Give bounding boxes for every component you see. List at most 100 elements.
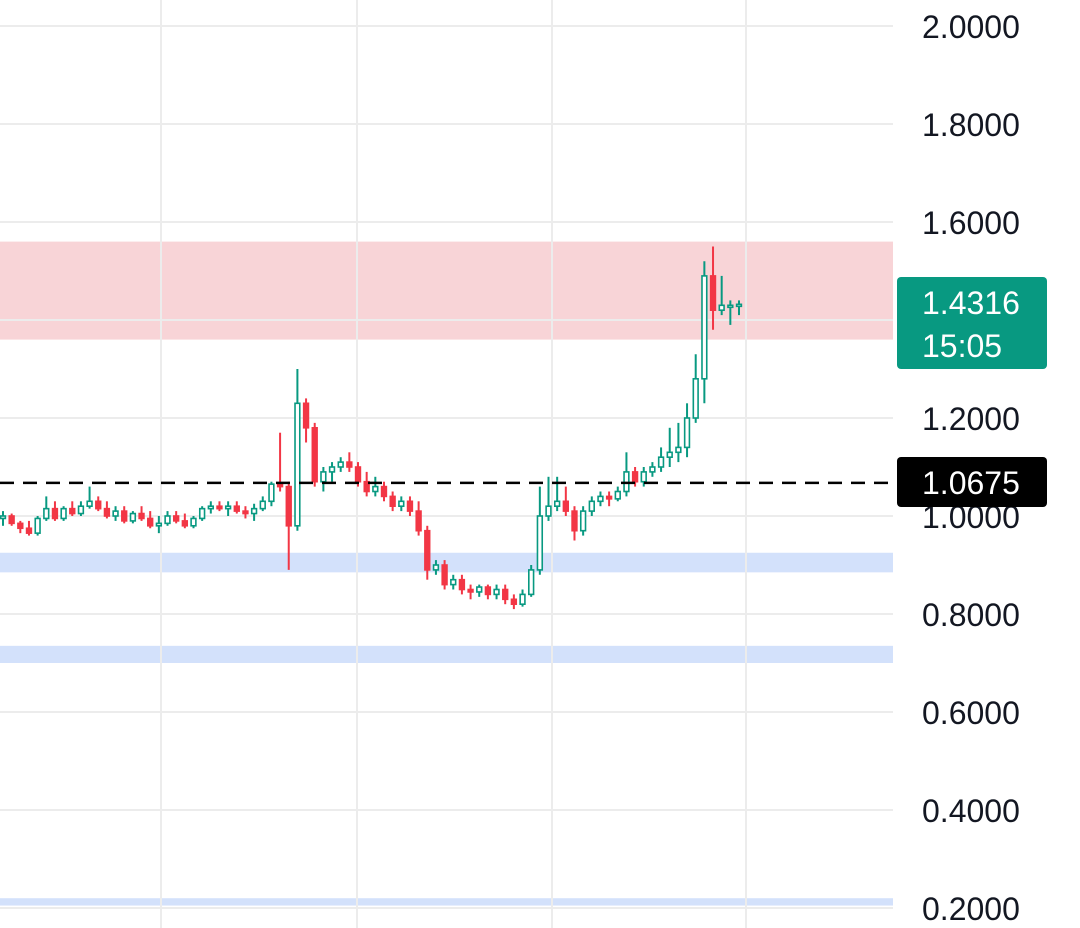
candle-body-36 (311, 426, 318, 483)
candle-52 (450, 574, 457, 590)
y-tick-label-3: 1.2000 (922, 401, 1020, 437)
candle-69 (597, 491, 604, 507)
candle-61 (528, 565, 535, 597)
candle-body-41 (354, 466, 362, 483)
candle-body-76 (657, 456, 665, 468)
candle-28 (242, 506, 249, 519)
candle-body-67 (579, 510, 587, 532)
candle-43 (372, 476, 379, 497)
candle-body-31 (268, 483, 275, 503)
candle-body-3 (25, 527, 33, 534)
candle-46 (398, 496, 405, 512)
candle-16 (138, 506, 145, 521)
candle-body-62 (536, 515, 544, 571)
candle-83 (718, 275, 725, 316)
candle-24 (207, 501, 214, 514)
candle-37 (320, 467, 327, 492)
candle-29 (250, 503, 258, 521)
candle-body-57 (493, 588, 500, 596)
candle-8 (69, 501, 76, 516)
candle-body-23 (198, 507, 206, 520)
candle-body-53 (458, 578, 466, 591)
candle-body-54 (467, 588, 474, 593)
candle-body-29 (250, 507, 258, 515)
y-tick-label-0: 2.0000 (922, 9, 1020, 45)
candle-48 (415, 501, 422, 536)
candle-6 (51, 501, 59, 521)
candle-45 (389, 491, 396, 512)
candle-body-2 (17, 522, 24, 530)
candle-body-12 (103, 507, 111, 517)
candle-body-70 (605, 495, 613, 500)
price-badges: 1.4316 15:05 1.0675 (897, 277, 1047, 507)
candle-body-69 (597, 495, 604, 503)
price-zones (0, 241, 893, 906)
candle-body-85 (735, 303, 743, 308)
candle-72 (623, 452, 630, 497)
support-zone-3 (0, 898, 893, 906)
candle-body-34 (294, 402, 301, 527)
candle-4 (34, 516, 41, 536)
candle-body-25 (216, 505, 223, 510)
candle-body-51 (441, 564, 448, 586)
candle-53 (458, 574, 466, 595)
candle-body-1 (8, 515, 15, 525)
candle-body-84 (727, 304, 734, 309)
candle-body-68 (588, 500, 595, 512)
candle-body-79 (683, 417, 691, 449)
last-price-label: 1.4316 (922, 285, 1020, 321)
candle-body-19 (164, 515, 171, 525)
candle-body-83 (718, 304, 725, 311)
candle-25 (216, 501, 223, 512)
candle-68 (588, 496, 595, 516)
candle-body-56 (484, 586, 492, 596)
candle-44 (380, 481, 388, 502)
candle-body-78 (675, 446, 682, 454)
candle-71 (614, 486, 621, 502)
candle-54 (467, 584, 474, 600)
candle-body-0 (0, 515, 7, 520)
candle-body-64 (553, 500, 561, 507)
candle-38 (328, 462, 336, 482)
candle-body-22 (190, 517, 197, 527)
y-tick-label-5: 0.8000 (922, 597, 1020, 633)
candle-34 (294, 369, 301, 531)
candle-79 (683, 403, 691, 458)
candle-body-63 (545, 505, 552, 517)
y-tick-label-6: 0.6000 (922, 695, 1020, 731)
candle-body-16 (138, 512, 145, 520)
candle-82 (709, 246, 717, 330)
candle-18 (155, 516, 163, 534)
candle-39 (337, 457, 344, 472)
candle-body-50 (432, 564, 440, 571)
grid-lines (0, 0, 893, 928)
candle-23 (198, 506, 206, 521)
candle-body-61 (528, 569, 535, 596)
candle-22 (190, 516, 197, 529)
price-axis[interactable]: 2.00001.80001.60001.20001.00000.80000.60… (922, 9, 1020, 927)
candle-body-21 (181, 520, 189, 527)
candle-body-6 (51, 507, 59, 520)
candle-body-74 (640, 471, 647, 483)
candle-80 (692, 354, 699, 423)
candle-body-13 (112, 510, 119, 517)
candle-body-59 (510, 598, 518, 605)
candle-body-28 (242, 510, 249, 515)
candle-55 (476, 584, 483, 597)
candle-body-30 (259, 500, 266, 510)
candle-body-5 (43, 507, 50, 520)
candle-body-24 (207, 505, 214, 510)
countdown-label: 15:05 (922, 328, 1002, 364)
candle-body-37 (320, 471, 327, 483)
y-tick-label-7: 0.4000 (922, 793, 1020, 829)
candle-35 (302, 398, 310, 443)
candle-74 (640, 467, 647, 487)
y-tick-label-2: 1.6000 (922, 205, 1020, 241)
candle-40 (346, 452, 353, 472)
candle-51 (441, 560, 448, 590)
y-tick-label-8: 0.2000 (922, 891, 1020, 927)
y-tick-label-1: 1.8000 (922, 107, 1020, 143)
candle-19 (164, 511, 171, 526)
candle-body-9 (77, 505, 85, 515)
candle-73 (631, 467, 639, 487)
